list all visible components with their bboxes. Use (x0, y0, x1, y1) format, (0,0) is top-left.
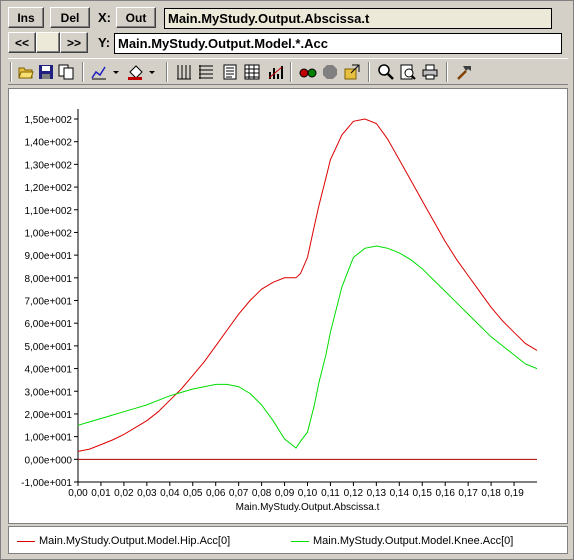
x-tick-label: 0,12 (344, 488, 364, 499)
y-tick-label: -1,00e+001 (21, 478, 72, 489)
y-tick-label: 1,30e+002 (24, 160, 72, 171)
legend-item-hip: Main.MyStudy.Output.Model.Hip.Acc[0] (17, 535, 230, 547)
y-tick-label: 1,50e+002 (24, 115, 72, 126)
stats-icon[interactable] (266, 62, 286, 82)
toolbar-separator (290, 62, 292, 82)
fill-icon[interactable] (126, 62, 158, 82)
grid-horizontal-icon[interactable] (196, 62, 216, 82)
x-tick-label: 0,04 (160, 488, 180, 499)
print-preview-icon[interactable] (398, 62, 418, 82)
x-tick-label: 0,18 (481, 488, 501, 499)
y-tick-label: 6,00e+001 (24, 319, 72, 330)
blank-button[interactable] (36, 32, 60, 53)
x-expression-field[interactable]: Main.MyStudy.Output.Abscissa.t (164, 8, 552, 29)
toolbar-separator (82, 62, 84, 82)
y-tick-label: 5,00e+001 (24, 342, 72, 353)
y-tick-label: 8,00e+001 (24, 274, 72, 285)
x-tick-label: 0,03 (137, 488, 157, 499)
zoom-icon[interactable] (376, 62, 396, 82)
y-tick-label: 1,40e+002 (24, 138, 72, 149)
copy-icon[interactable] (56, 62, 76, 82)
x-tick-label: 0,13 (367, 488, 387, 499)
stop-icon[interactable] (320, 62, 340, 82)
x-tick-label: 0,15 (413, 488, 433, 499)
x-tick-label: 0,02 (114, 488, 134, 499)
legend-label-hip: Main.MyStudy.Output.Model.Hip.Acc[0] (39, 535, 231, 547)
toolbar-separator (10, 62, 12, 82)
y-tick-label: 1,10e+002 (24, 206, 72, 217)
series-line-hip (77, 118, 538, 452)
print-icon[interactable] (420, 62, 440, 82)
x-tick-label: 0,00 (68, 488, 88, 499)
chart-area[interactable]: 1,50e+002 1,40e+002 1,30e+002 1,20e+002 1,10… (8, 88, 568, 524)
ins-button[interactable]: Ins (8, 7, 44, 28)
del-button[interactable]: Del (50, 7, 90, 28)
y-tick-label: 1,00e+002 (24, 228, 72, 239)
y-tick-label: 3,00e+001 (24, 387, 72, 398)
out-button[interactable]: Out (116, 7, 156, 28)
x-tick-label: 0,10 (298, 488, 318, 499)
previous-button[interactable]: << (8, 32, 36, 53)
chart-svg: 1,50e+002 1,40e+002 1,30e+002 1,20e+002 1,10… (21, 109, 538, 513)
legend: Main.MyStudy.Output.Model.Hip.Acc[0] Mai… (8, 526, 568, 554)
x-tick-label: 0,16 (435, 488, 455, 499)
x-tick-label: 0,19 (504, 488, 524, 499)
legend-swatch-knee (291, 540, 309, 542)
save-icon[interactable] (36, 62, 56, 82)
toolbar-separator (166, 62, 168, 82)
legend-item-knee: Main.MyStudy.Output.Model.Knee.Acc[0] (291, 535, 513, 547)
y-tick-label: 1,20e+002 (24, 183, 72, 194)
export-icon[interactable] (342, 62, 362, 82)
toolbar-separator (446, 62, 448, 82)
x-tick-label: 0,14 (390, 488, 410, 499)
y-tick-label: 2,00e+001 (24, 410, 72, 421)
x-tick-label: 0,07 (229, 488, 249, 499)
open-icon[interactable] (16, 62, 36, 82)
series-line-knee (77, 245, 538, 449)
legend-label-knee: Main.MyStudy.Output.Model.Knee.Acc[0] (313, 535, 514, 547)
grid-vertical-icon[interactable] (174, 62, 194, 82)
next-button[interactable]: >> (60, 32, 88, 53)
tool-icon[interactable] (454, 62, 474, 82)
y-axis-label: Y: (98, 35, 111, 50)
toolbar-separator (368, 62, 370, 82)
x-tick-label: 0,05 (183, 488, 203, 499)
legend-swatch-hip (17, 540, 35, 542)
x-axis-label: X: (98, 10, 111, 25)
y-tick-label: 4,00e+001 (24, 365, 72, 376)
x-tick-label: 0,17 (458, 488, 478, 499)
x-tick-label: 0,11 (321, 488, 340, 499)
glasses-icon[interactable] (298, 62, 318, 82)
toolbar (8, 58, 568, 85)
y-tick-label: 7,00e+001 (24, 297, 72, 308)
y-tick-label: 9,00e+001 (24, 251, 72, 262)
document-icon[interactable] (220, 62, 240, 82)
y-tick-label: 0,00e+000 (24, 455, 72, 466)
x-axis-title: Main.MyStudy.Output.Abscissa.t (236, 502, 380, 513)
x-tick-label: 0,08 (252, 488, 272, 499)
x-tick-label: 0,06 (206, 488, 226, 499)
chart-type-icon[interactable] (90, 62, 122, 82)
x-tick-label: 0,09 (275, 488, 295, 499)
y-expression-field[interactable]: Main.MyStudy.Output.Model.*.Acc (114, 33, 562, 54)
table-icon[interactable] (242, 62, 262, 82)
y-tick-label: 1,00e+001 (24, 433, 72, 444)
x-tick-label: 0,01 (91, 488, 111, 499)
